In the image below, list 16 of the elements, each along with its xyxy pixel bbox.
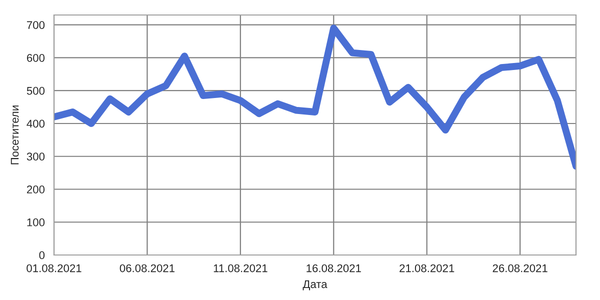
- x-tick-label: 16.08.2021: [306, 264, 361, 272]
- y-tick-label: 0: [39, 251, 45, 260]
- x-tick-label: 11.08.2021: [214, 264, 268, 272]
- y-tick-label: 500: [26, 86, 45, 95]
- y-tick-label: 600: [27, 54, 45, 62]
- y-tick-label: 700: [27, 21, 45, 29]
- x-tick-label: 06.08.2021: [120, 264, 174, 272]
- y-tick-label: 300: [26, 152, 45, 161]
- x-tick-label: 01.08.2021: [26, 264, 82, 272]
- y-tick-label: 400: [26, 120, 45, 128]
- y-tick-label: 100: [27, 218, 45, 226]
- x-tick-label: 21.08.2021: [400, 264, 454, 272]
- y-axis-title: Посетители: [10, 106, 19, 164]
- x-tick-label: 26.08.2021: [492, 264, 548, 272]
- y-tick-label: 200: [26, 186, 45, 194]
- x-axis-title: Дата: [302, 280, 328, 290]
